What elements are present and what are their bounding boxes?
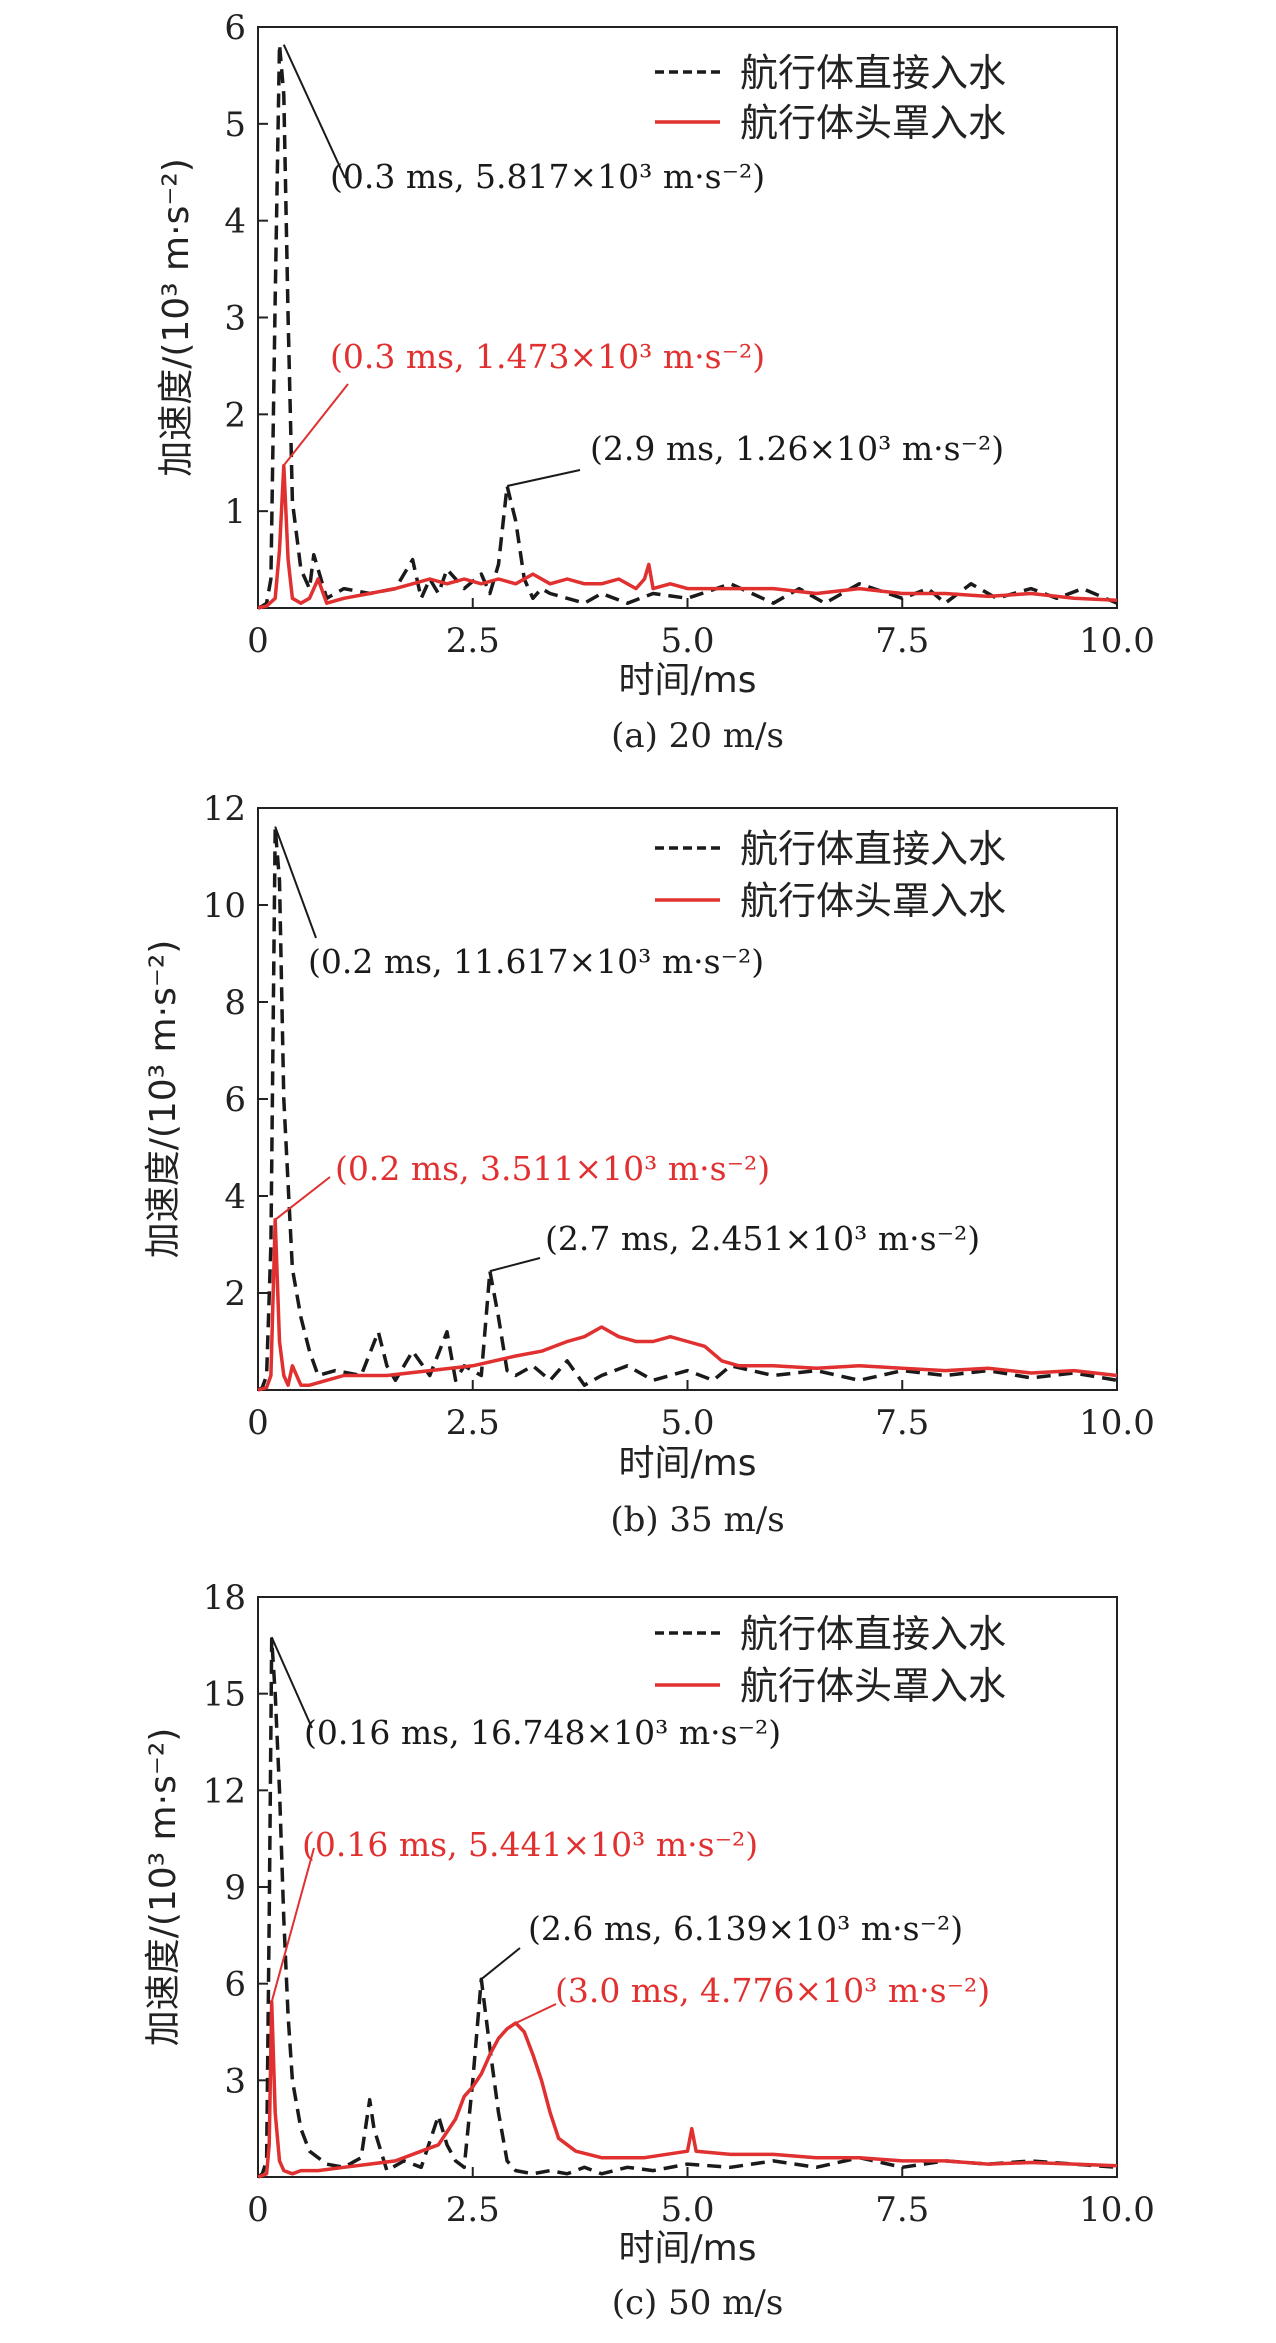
series-line-2 (257, 1999, 1118, 2179)
y-tick-label: 5 (224, 105, 246, 145)
annotation-leader (480, 1947, 521, 1980)
y-tick-label: 12 (203, 789, 246, 829)
annotation-label: (0.16 ms, 5.441×10³ m·s⁻²) (302, 1825, 758, 1864)
annotation-leader (270, 1636, 313, 1729)
annotation-leader (489, 1257, 541, 1273)
x-tick-label: 2.5 (446, 1403, 500, 1443)
annotation-label: (0.3 ms, 5.817×10³ m·s⁻²) (330, 157, 765, 196)
y-tick-label: 18 (203, 1578, 246, 1618)
legend-label: 航行体直接入水 (740, 1612, 1006, 1656)
annotation-label: (0.16 ms, 16.748×10³ m·s⁻²) (304, 1713, 781, 1752)
x-tick-label: 10.0 (1079, 2190, 1155, 2230)
x-tick-label: 2.5 (446, 2190, 500, 2230)
x-tick-label: 0 (247, 621, 269, 661)
x-tick-label: 5.0 (660, 1403, 714, 1443)
annotation-leader (274, 1176, 331, 1221)
x-tick-label: 0 (247, 2190, 269, 2230)
panel-caption: (b) 35 m/s (610, 1500, 784, 1540)
x-tick-label: 2.5 (446, 621, 500, 661)
y-axis-title: 加速度/(10³ m·s⁻²) (156, 158, 197, 477)
legend-label: 航行体头罩入水 (740, 1664, 1006, 1708)
y-tick-label: 2 (224, 395, 246, 435)
y-axis-title: 加速度/(10³ m·s⁻²) (143, 1728, 184, 2047)
annotation-leader (282, 383, 349, 466)
x-tick-label: 5.0 (660, 2190, 714, 2230)
y-tick-label: 10 (203, 886, 246, 926)
legend-label: 航行体头罩入水 (740, 101, 1006, 145)
x-tick-label: 5.0 (660, 621, 714, 661)
y-tick-label: 6 (224, 1965, 246, 2005)
y-tick-label: 9 (224, 1868, 246, 1908)
annotation-label: (0.2 ms, 11.617×10³ m·s⁻²) (308, 942, 764, 981)
x-tick-label: 10.0 (1079, 1403, 1155, 1443)
x-tick-label: 7.5 (875, 621, 929, 661)
y-tick-label: 3 (224, 299, 246, 339)
panel-caption: (a) 20 m/s (611, 716, 784, 756)
annotation-label: (0.3 ms, 1.473×10³ m·s⁻²) (330, 337, 765, 376)
annotation-label: (2.6 ms, 6.139×10³ m·s⁻²) (528, 1909, 963, 1948)
x-tick-label: 10.0 (1079, 621, 1155, 661)
series-line-1 (257, 825, 1118, 1392)
annotation-leader (274, 826, 317, 939)
y-tick-label: 4 (224, 1177, 246, 1217)
y-tick-label: 2 (224, 1274, 246, 1314)
legend-label: 航行体直接入水 (740, 827, 1006, 871)
x-axis-title: 时间/ms (619, 1443, 757, 1484)
panel-caption: (c) 50 m/s (612, 2283, 784, 2323)
x-tick-label: 7.5 (875, 2190, 929, 2230)
x-axis-title: 时间/ms (619, 660, 757, 701)
x-tick-label: 0 (247, 1403, 269, 1443)
x-tick-label: 7.5 (875, 1403, 929, 1443)
y-tick-label: 1 (224, 492, 246, 532)
annotation-leader (506, 469, 581, 487)
y-tick-label: 15 (203, 1675, 246, 1715)
x-axis-title: 时间/ms (619, 2228, 757, 2269)
series-line-1 (256, 1637, 1118, 2179)
annotation-leader (270, 1847, 315, 2002)
annotation-leader (515, 2003, 557, 2025)
y-tick-label: 4 (224, 202, 246, 242)
y-axis-title: 加速度/(10³ m·s⁻²) (143, 940, 184, 1259)
legend-label: 航行体直接入水 (740, 51, 1006, 95)
annotation-leader (282, 44, 346, 179)
legend-label: 航行体头罩入水 (740, 879, 1006, 923)
annotation-label: (2.7 ms, 2.451×10³ m·s⁻²) (545, 1219, 980, 1258)
annotation-label: (0.2 ms, 3.511×10³ m·s⁻²) (335, 1149, 770, 1188)
y-tick-label: 8 (224, 983, 246, 1023)
annotation-label: (3.0 ms, 4.776×10³ m·s⁻²) (555, 1971, 990, 2010)
series-line-2 (257, 463, 1118, 610)
y-tick-label: 3 (224, 2061, 246, 2101)
series-line-2 (257, 1218, 1118, 1392)
y-tick-label: 6 (224, 8, 246, 48)
y-tick-label: 6 (224, 1080, 246, 1120)
annotation-label: (2.9 ms, 1.26×10³ m·s⁻²) (590, 429, 1004, 468)
y-tick-label: 12 (203, 1771, 246, 1811)
